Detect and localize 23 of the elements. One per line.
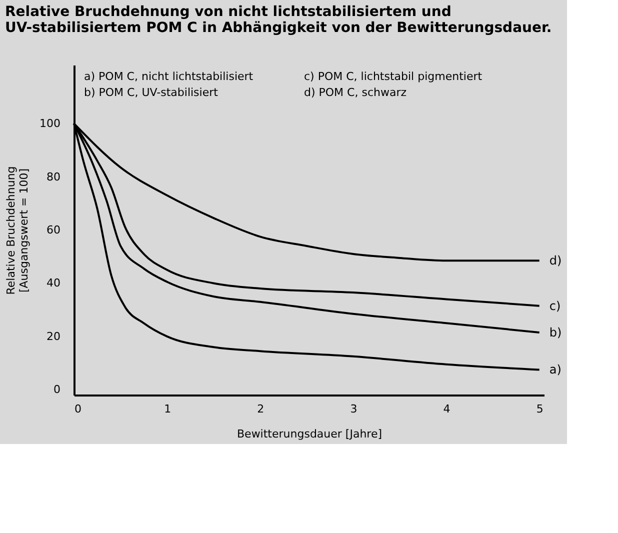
series-label: d) xyxy=(549,254,562,268)
x-tick-label: 5 xyxy=(536,402,544,416)
annotation: b) POM C, UV-stabilisiert xyxy=(84,86,219,99)
y-tick-label: 100 xyxy=(40,117,60,130)
x-axis-title: Bewitterungsdauer [Jahre] xyxy=(236,428,382,440)
y-tick-label: 80 xyxy=(46,170,60,184)
x-tick-label: 2 xyxy=(257,402,264,416)
series-label: c) xyxy=(549,298,561,313)
annotation: d) POM C, schwarz xyxy=(304,86,407,99)
chart-title: Relative Bruchdehnung von nicht lichtstabilisiertem und UV-stabilisiertem POM C in Abhängigkeit von der Bewitterungsdauer. xyxy=(5,4,552,36)
annotation: a) POM C, nicht lichtstabilisiert xyxy=(84,70,254,83)
x-tick-label: 3 xyxy=(350,402,358,416)
x-tick-label: 0 xyxy=(74,402,82,416)
series-label: b) xyxy=(549,325,562,340)
x-tick-label: 4 xyxy=(443,402,450,416)
y-tick-label: 20 xyxy=(46,330,60,343)
y-axis-title: Relative Bruchdehnung [Ausgangswert = 100] xyxy=(4,166,31,295)
annotation: c) POM C, lichtstabil pigmentiert xyxy=(304,70,483,83)
series-label: a) xyxy=(549,362,562,377)
y-tick-label: 40 xyxy=(46,276,60,290)
y-tick-label: 0 xyxy=(54,383,60,396)
x-tick-label: 1 xyxy=(164,402,172,416)
y-tick-label: 60 xyxy=(46,224,60,236)
